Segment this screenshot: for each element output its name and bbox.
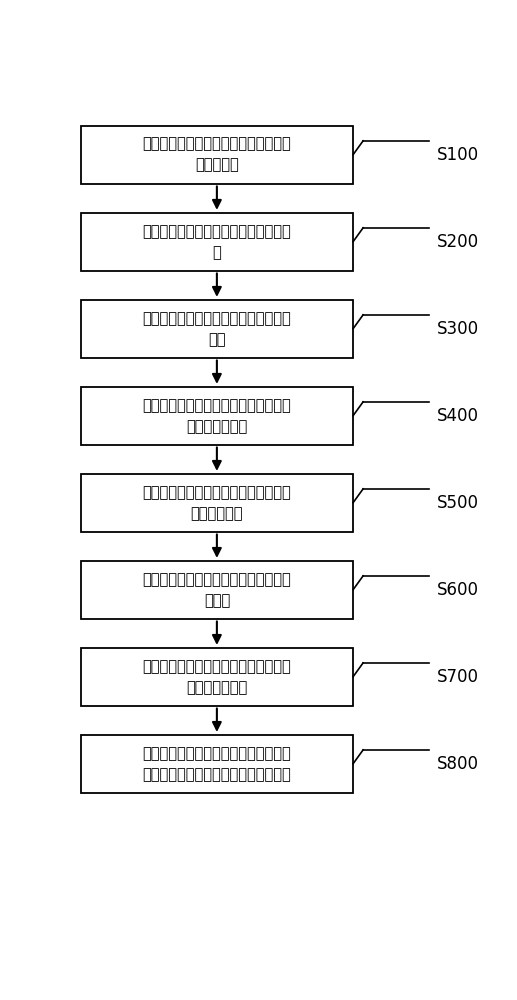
Bar <box>81 387 353 445</box>
Text: S100: S100 <box>437 146 479 164</box>
Bar <box>81 126 353 184</box>
Text: 根据各个待校验箱涵的位置坐标与对应
的姿态校验各个待校验箱涵的安装信息: 根据各个待校验箱涵的位置坐标与对应 的姿态校验各个待校验箱涵的安装信息 <box>143 746 291 782</box>
Text: 获取隧道中每个预设横截面若干个测量
点: 获取隧道中每个预设横截面若干个测量 点 <box>143 224 291 260</box>
Bar <box>81 300 353 358</box>
Text: S300: S300 <box>437 320 479 338</box>
Text: S500: S500 <box>437 494 479 512</box>
Text: S200: S200 <box>437 233 479 251</box>
Bar <box>81 474 353 532</box>
Text: 剔除第一距离与设计半径的差值大于预
设阈值的测量点: 剔除第一距离与设计半径的差值大于预 设阈值的测量点 <box>143 398 291 434</box>
Text: S800: S800 <box>437 755 479 773</box>
Bar <box>81 561 353 619</box>
Text: 根据实际中心线生成各个待校验箱涵的
位置坐标及姿态: 根据实际中心线生成各个待校验箱涵的 位置坐标及姿态 <box>143 659 291 695</box>
Text: S400: S400 <box>437 407 479 425</box>
Text: S600: S600 <box>437 581 479 599</box>
Text: 根据剩余的若干个测量点计算各个预设
横截面的圆心: 根据剩余的若干个测量点计算各个预设 横截面的圆心 <box>143 485 291 521</box>
Text: 获取隧道延伸方向的预设中心线与隧道
的设计半径: 获取隧道延伸方向的预设中心线与隧道 的设计半径 <box>143 137 291 173</box>
Bar <box>81 648 353 706</box>
Bar <box>81 735 353 793</box>
Bar <box>81 213 353 271</box>
Text: S700: S700 <box>437 668 479 686</box>
Text: 计算若干个测量点与预设中心线的第一
距离: 计算若干个测量点与预设中心线的第一 距离 <box>143 311 291 347</box>
Text: 根据若干个预设横截面的圆心生成实际
中心线: 根据若干个预设横截面的圆心生成实际 中心线 <box>143 572 291 608</box>
